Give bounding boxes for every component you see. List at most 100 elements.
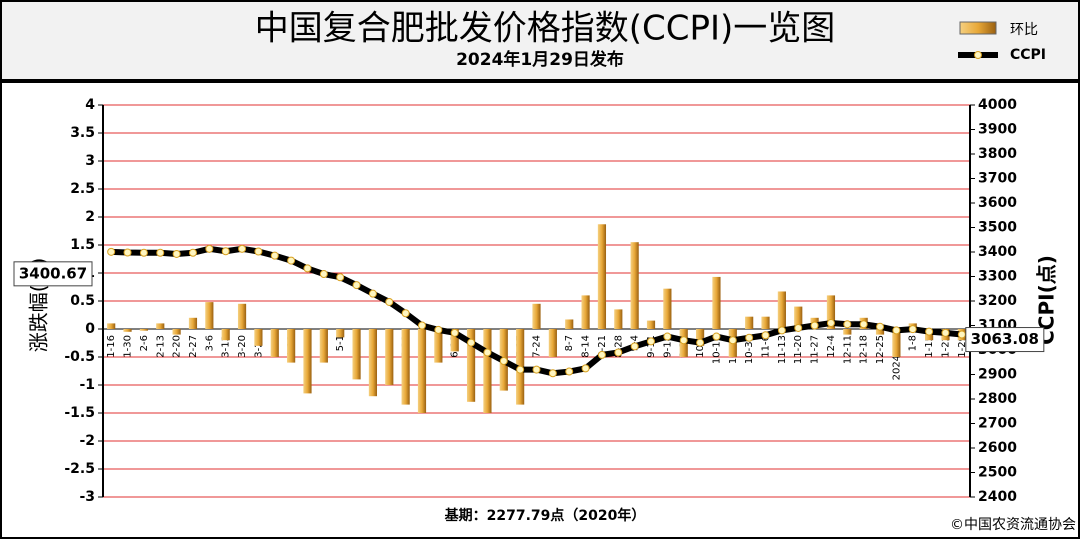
bar	[548, 329, 557, 357]
bar	[287, 329, 296, 363]
y2-tick-label: 3600	[978, 195, 1017, 211]
x-tick-label: 2024-1-1	[891, 335, 902, 380]
line-marker	[287, 256, 296, 265]
y-tick-label: -1	[79, 377, 95, 393]
line-marker	[548, 369, 557, 378]
bar	[614, 309, 623, 329]
x-tick-label: 2-6	[139, 335, 150, 351]
x-tick-label: 8-14	[581, 335, 592, 358]
line-marker	[221, 247, 230, 256]
line-marker	[647, 337, 656, 346]
line-marker	[957, 330, 966, 339]
source: ©中国农资流通协会	[950, 517, 1076, 533]
y-tick-label: 3	[85, 153, 95, 169]
line-marker	[352, 281, 361, 290]
line-marker	[696, 338, 705, 347]
y2-tick-label: 2500	[978, 465, 1017, 481]
x-tick-label: 8-21	[597, 335, 608, 358]
y2-tick-label: 3900	[978, 122, 1017, 138]
line-marker	[876, 322, 885, 331]
bar	[777, 291, 786, 329]
legend-label: CCPI	[1010, 47, 1046, 63]
line-marker	[270, 251, 279, 260]
x-tick-label: 9-18	[662, 335, 673, 358]
line-marker	[679, 336, 688, 345]
bar	[385, 329, 394, 385]
x-tick-label: 7-24	[532, 335, 543, 358]
line-marker	[123, 248, 132, 257]
x-tick-label: 3-13	[221, 335, 232, 358]
x-tick-label: 8-28	[613, 335, 624, 358]
line-marker	[467, 338, 476, 347]
footnote: 基期：2277.79点（2020年）	[445, 507, 646, 524]
line-marker	[728, 336, 737, 345]
line-marker	[761, 331, 770, 340]
x-tick-label: 12-18	[859, 335, 870, 364]
x-tick-label: 11-13	[777, 335, 788, 364]
bar	[695, 329, 705, 346]
legend-label: 环比	[1010, 22, 1038, 38]
bar	[417, 329, 427, 413]
bar	[597, 224, 607, 329]
bar	[123, 329, 132, 332]
x-tick-label: 11-20	[793, 335, 804, 364]
line-marker	[712, 332, 721, 341]
x-tick-label: 5-1	[335, 335, 346, 351]
line-marker	[843, 320, 852, 329]
bar	[843, 329, 852, 335]
bar	[826, 295, 836, 329]
bar	[188, 317, 198, 329]
x-tick-label: 1-29	[957, 335, 968, 358]
line-marker	[319, 270, 328, 279]
y-tick-label: 2.5	[70, 181, 95, 197]
y-tick-label: 0	[85, 321, 95, 337]
line-marker	[107, 247, 116, 256]
y-tick-label: 2	[85, 209, 95, 225]
line-marker	[156, 248, 165, 257]
bar	[712, 276, 721, 329]
y-tick-label: 1.5	[70, 237, 95, 253]
line-marker	[581, 364, 590, 373]
bar	[156, 323, 165, 329]
bar	[270, 329, 279, 357]
line-marker	[532, 365, 541, 374]
bar	[401, 329, 410, 405]
bar	[254, 329, 263, 346]
line-marker	[908, 325, 917, 334]
x-tick-label: 3-27	[253, 335, 264, 358]
bar	[483, 329, 492, 413]
x-tick-label: 1-15	[924, 335, 935, 358]
x-tick-label: 10-30	[744, 335, 755, 364]
y2-tick-label: 3200	[978, 293, 1017, 309]
bar	[794, 306, 803, 329]
line-marker	[614, 348, 623, 357]
line-marker	[565, 367, 574, 376]
bar	[892, 329, 901, 357]
bar	[221, 329, 230, 341]
line-marker	[385, 297, 394, 306]
bar	[303, 329, 312, 394]
y2-tick-label: 2700	[978, 416, 1017, 432]
bar	[761, 316, 770, 329]
y2-tick-label: 2400	[978, 489, 1017, 505]
bar	[319, 329, 328, 363]
y-tick-label: 4	[85, 97, 95, 113]
x-tick-label: 1-8	[908, 335, 919, 351]
line-marker	[172, 249, 181, 258]
line-marker	[777, 326, 786, 335]
y-tick-label: -2.5	[64, 461, 95, 477]
bar	[663, 288, 672, 329]
line-marker	[368, 289, 377, 298]
line-marker	[925, 327, 934, 336]
y-tick-label: 3.5	[70, 125, 95, 141]
value-label-box	[965, 327, 1045, 353]
line-marker	[597, 350, 606, 359]
y2-tick-label: 2600	[978, 440, 1017, 456]
x-tick-label: 8-7	[564, 335, 575, 351]
line-marker	[859, 320, 868, 329]
line-marker	[238, 244, 247, 253]
x-tick-label: 1-22	[940, 335, 951, 358]
x-tick-label: 3-6	[204, 335, 215, 351]
bar	[450, 329, 459, 352]
